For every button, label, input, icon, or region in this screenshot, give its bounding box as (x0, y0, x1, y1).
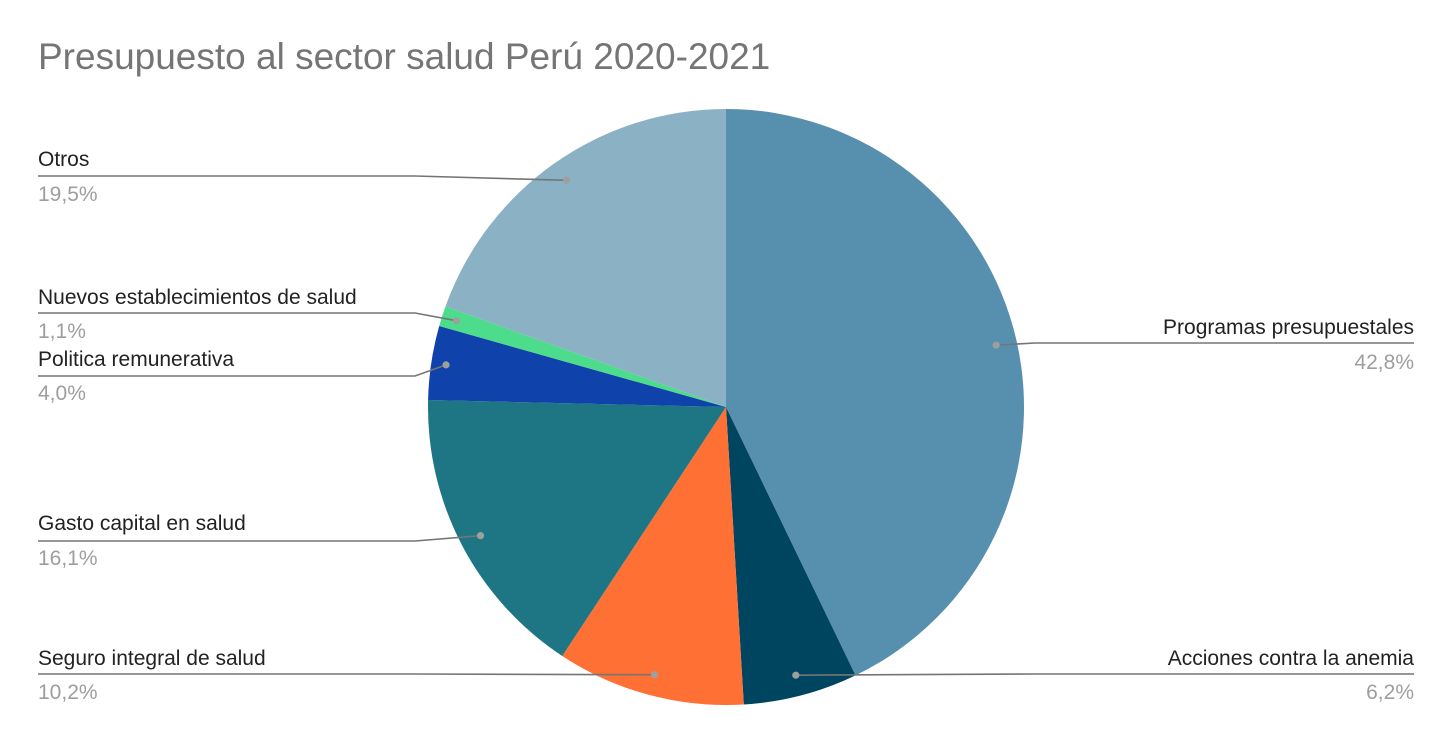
leader-dot-3 (650, 671, 659, 679)
slice-percent-7: 19,5% (38, 183, 98, 206)
leader-line-5 (38, 364, 447, 377)
leader-line-6 (38, 312, 457, 322)
leader-line-4 (38, 534, 481, 542)
leader-dot-2 (792, 671, 800, 679)
pie-slice-6[interactable] (439, 306, 726, 407)
slice-label-1: Programas presupuestales (1163, 316, 1414, 339)
pie-slice-4[interactable] (428, 399, 726, 656)
pie-slice-7[interactable] (445, 109, 726, 407)
slice-percent-1: 42,8% (1354, 351, 1414, 374)
leader-line-7 (38, 175, 567, 182)
slice-percent-6: 1,1% (38, 320, 86, 343)
leader-dot-1 (992, 341, 1000, 349)
leader-line-3 (38, 673, 655, 676)
slice-label-3: Seguro integral de salud (38, 647, 266, 670)
pie-slice-2[interactable] (726, 407, 856, 705)
leader-dot-7 (562, 176, 571, 184)
leader-dot-4 (476, 532, 485, 540)
slice-percent-3: 10,2% (38, 681, 98, 704)
slice-label-2: Acciones contra la anemia (1168, 647, 1415, 670)
slice-label-6: Nuevos establecimientos de salud (38, 286, 357, 309)
slice-percent-4: 16,1% (38, 547, 98, 570)
slice-label-4: Gasto capital en salud (38, 512, 246, 535)
pie-slice-5[interactable] (428, 326, 726, 407)
pie-slice-3[interactable] (562, 407, 744, 705)
slice-percent-2: 6,2% (1366, 681, 1414, 704)
slice-label-7: Otros (38, 148, 89, 171)
leader-line-1 (996, 342, 1414, 347)
slice-percent-5: 4,0% (38, 382, 86, 405)
leader-dot-5 (442, 361, 450, 369)
pie-slice-1[interactable] (726, 109, 1025, 676)
chart-title: Presupuesto al sector salud Perú 2020-20… (38, 36, 771, 77)
slice-label-5: Politica remunerativa (38, 348, 234, 371)
leader-line-2 (795, 673, 1414, 676)
leader-dot-6 (452, 317, 460, 325)
